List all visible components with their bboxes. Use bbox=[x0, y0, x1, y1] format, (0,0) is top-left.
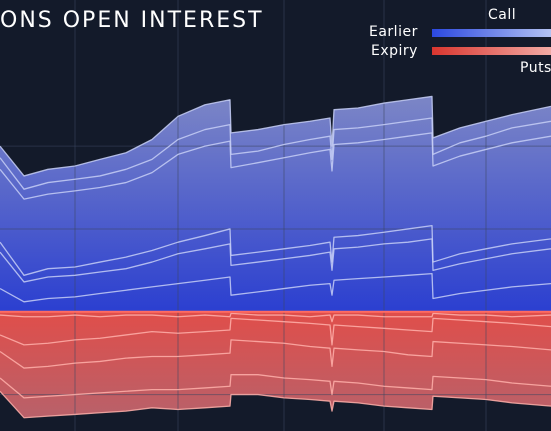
puts-area bbox=[0, 311, 551, 418]
puts-series-line-7 bbox=[0, 317, 551, 346]
legend-earlier-label: Earlier bbox=[369, 24, 418, 40]
calls-area bbox=[0, 96, 551, 312]
series-lines bbox=[0, 95, 551, 419]
calls-series-line-5 bbox=[0, 273, 551, 303]
area-fills bbox=[0, 96, 551, 418]
legend-expiry-label: Expiry bbox=[371, 43, 418, 59]
calls-series-line-2 bbox=[0, 132, 551, 200]
calls-series-line-4 bbox=[0, 238, 551, 283]
legend-calls-label: Call bbox=[488, 7, 517, 23]
puts-series-line-8 bbox=[0, 339, 551, 369]
legend-puts-gradient bbox=[432, 47, 551, 55]
chart-title: ONS OPEN INTEREST bbox=[0, 8, 264, 33]
legend-puts-label: Puts bbox=[520, 60, 551, 76]
puts-series-line-6 bbox=[0, 312, 551, 323]
puts-series-line-9 bbox=[0, 374, 551, 399]
legend-calls-gradient bbox=[432, 29, 551, 37]
puts-series-line-10 bbox=[0, 390, 551, 419]
